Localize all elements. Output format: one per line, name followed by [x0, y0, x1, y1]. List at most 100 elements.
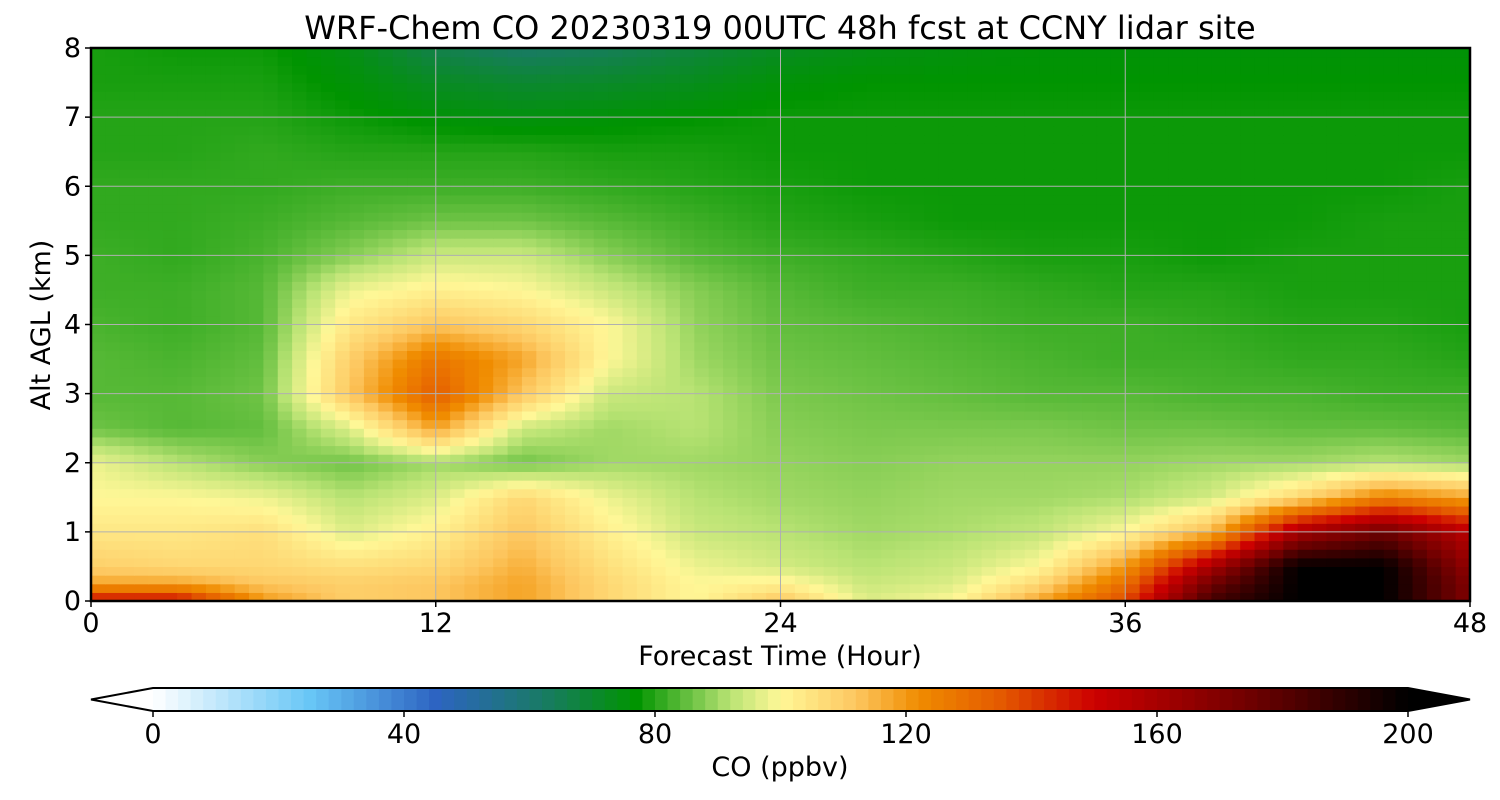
heatmap-cell: [177, 471, 193, 481]
heatmap-cell: [967, 445, 983, 455]
heatmap-cell: [1311, 428, 1327, 438]
heatmap-cell: [1268, 557, 1284, 568]
heatmap-cell: [1053, 160, 1069, 170]
heatmap-cell: [665, 341, 681, 352]
heatmap-cell: [636, 220, 652, 231]
heatmap-cell: [378, 203, 394, 213]
heatmap-cell: [608, 436, 624, 447]
heatmap-cell: [1211, 151, 1227, 161]
heatmap-cell: [636, 419, 652, 429]
heatmap-cell: [1168, 402, 1184, 412]
heatmap-cell: [119, 540, 135, 550]
heatmap-cell: [1426, 307, 1442, 317]
heatmap-cell: [105, 367, 121, 377]
heatmap-cell: [665, 203, 681, 213]
heatmap-cell: [536, 505, 552, 516]
heatmap-cell: [91, 583, 106, 593]
heatmap-cell: [737, 583, 753, 593]
heatmap-cell: [723, 203, 738, 213]
heatmap-cell: [191, 315, 207, 326]
heatmap-cell: [1125, 462, 1141, 472]
heatmap-cell: [794, 272, 810, 282]
heatmap-cell: [895, 514, 911, 524]
heatmap-cell: [723, 471, 738, 481]
heatmap-cell: [1039, 419, 1055, 429]
heatmap-cell: [1311, 350, 1327, 360]
heatmap-cell: [794, 540, 810, 550]
heatmap-cell: [105, 557, 121, 568]
heatmap-cell: [737, 531, 753, 542]
heatmap-cell: [320, 583, 336, 593]
heatmap-cell: [809, 514, 825, 524]
heatmap-cell: [349, 151, 365, 161]
heatmap-cell: [464, 367, 480, 377]
heatmap-cell: [1355, 505, 1371, 516]
heatmap-cell: [1082, 272, 1098, 282]
heatmap-cell: [464, 333, 480, 343]
heatmap-cell: [1441, 540, 1457, 550]
heatmap-cell: [1254, 298, 1270, 308]
heatmap-cell: [177, 255, 193, 265]
heatmap-cell: [1197, 307, 1213, 317]
heatmap-cell: [1211, 488, 1227, 498]
heatmap-cell: [1010, 255, 1026, 265]
heatmap-cell: [1426, 160, 1442, 170]
heatmap-cell: [938, 402, 954, 412]
heatmap-cell: [1153, 575, 1169, 585]
heatmap-cell: [478, 376, 494, 386]
heatmap-cell: [1441, 151, 1457, 161]
heatmap-cell: [1340, 436, 1356, 447]
heatmap-cell: [536, 557, 552, 568]
heatmap-cell: [1355, 272, 1371, 282]
heatmap-cell: [809, 168, 825, 179]
heatmap-cell: [1225, 454, 1241, 464]
heatmap-cell: [967, 531, 983, 542]
heatmap-cell: [435, 592, 451, 602]
heatmap-cell: [550, 324, 566, 334]
heatmap-cell: [493, 220, 509, 231]
heatmap-cell: [737, 393, 753, 403]
heatmap-cell: [392, 212, 408, 222]
heatmap-cell: [536, 177, 552, 187]
heatmap-cell: [995, 436, 1011, 447]
heatmap-cell: [924, 592, 940, 602]
heatmap-cell: [694, 160, 710, 170]
heatmap-cell: [938, 497, 954, 507]
heatmap-cell: [464, 203, 480, 213]
heatmap-cell: [1412, 168, 1428, 179]
heatmap-cell: [263, 592, 279, 602]
heatmap-cell: [881, 264, 897, 274]
heatmap-cell: [1211, 333, 1227, 343]
heatmap-cell: [608, 480, 624, 490]
heatmap-cell: [1254, 376, 1270, 386]
heatmap-cell: [1426, 419, 1442, 429]
heatmap-cell: [521, 177, 537, 187]
heatmap-cell: [407, 238, 422, 248]
heatmap-cell: [1110, 410, 1126, 421]
heatmap-cell: [895, 523, 911, 533]
heatmap-cell: [909, 514, 925, 524]
heatmap-cell: [809, 488, 825, 498]
heatmap-cell: [263, 419, 279, 429]
heatmap-cell: [694, 419, 710, 429]
heatmap-cell: [220, 315, 236, 326]
heatmap-cell: [1398, 376, 1414, 386]
heatmap-cell: [694, 497, 710, 507]
heatmap-cell: [263, 549, 279, 559]
heatmap-cell: [1225, 480, 1241, 490]
heatmap-cell: [694, 436, 710, 447]
heatmap-cell: [1412, 462, 1428, 472]
heatmap-cell: [852, 592, 868, 602]
heatmap-cell: [249, 177, 264, 187]
heatmap-cell: [1211, 324, 1227, 334]
heatmap-cell: [593, 566, 609, 576]
heatmap-cell: [234, 333, 250, 343]
heatmap-cell: [392, 436, 408, 447]
heatmap-cell: [435, 497, 451, 507]
heatmap-cell: [1369, 410, 1385, 421]
heatmap-cell: [1067, 514, 1083, 524]
heatmap-cell: [277, 462, 293, 472]
heatmap-cell: [349, 324, 365, 334]
heatmap-cell: [177, 367, 193, 377]
heatmap-cell: [794, 523, 810, 533]
